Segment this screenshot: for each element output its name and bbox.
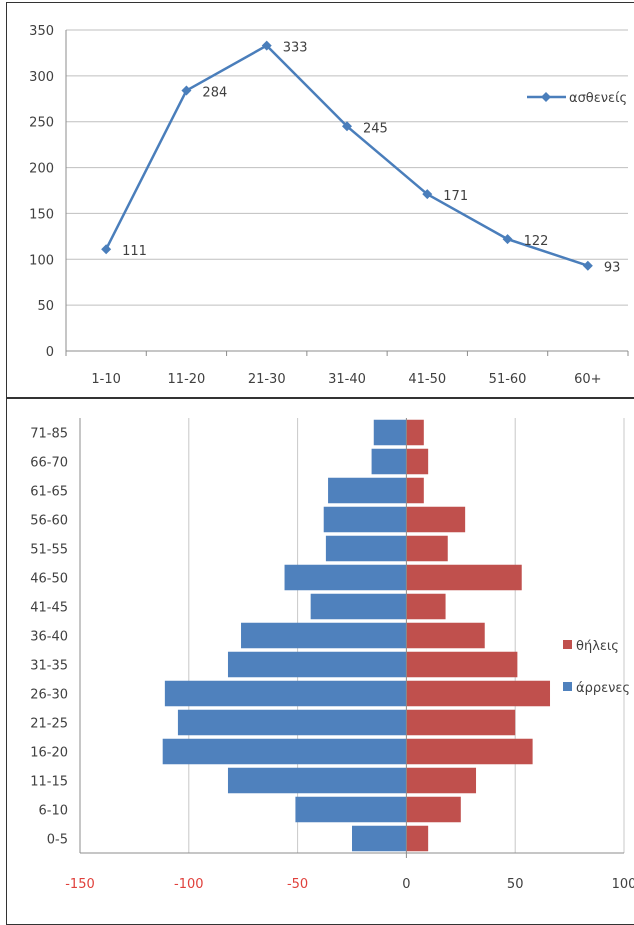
y-tick-label: 26-30	[30, 688, 68, 703]
x-tick-label: 41-50	[408, 372, 446, 387]
y-tick-label: 0	[46, 345, 54, 360]
y-tick-label: 350	[29, 24, 54, 39]
bar	[227, 767, 407, 794]
data-point-marker	[261, 40, 272, 51]
bar	[373, 419, 407, 446]
bar	[406, 419, 424, 446]
data-point-marker	[101, 244, 112, 255]
age-line-chart: 0 50 100 150 200 250 300 350 1-10 11-20 21-30 31-40…	[29, 24, 629, 387]
bar	[406, 564, 522, 591]
y-tick-label: 51-55	[30, 543, 68, 558]
bar	[406, 535, 448, 562]
bar	[406, 709, 516, 736]
x-tick-label: 21-30	[248, 372, 286, 387]
y-tick-label: 66-70	[30, 456, 68, 471]
pyramid-chart-panel: -150 -100 -50 0 50 100 71-85 66-70 61-65 56-60 51-…	[0, 398, 634, 925]
bar	[406, 767, 477, 794]
x-tick-label: 0	[402, 877, 410, 892]
population-pyramid-chart: -150 -100 -50 0 50 100 71-85 66-70 61-65 56-60 51-…	[30, 418, 634, 892]
data-point-marker	[342, 121, 352, 132]
x-tick-label: 60+	[574, 372, 601, 387]
data-point-marker	[422, 189, 433, 200]
x-tick-label: 51-60	[489, 372, 527, 387]
y-tick-label: 56-60	[30, 514, 68, 529]
data-label: 284	[202, 86, 227, 101]
x-tick-label: 100	[612, 877, 634, 892]
bar	[328, 477, 407, 504]
data-point-marker	[582, 260, 593, 271]
bar	[406, 477, 424, 504]
bar	[406, 738, 533, 765]
bar	[406, 506, 466, 533]
legend-label: άρρενες	[576, 681, 630, 696]
bar	[406, 796, 461, 823]
y-tick-label: 61-65	[30, 485, 68, 500]
bar	[406, 448, 429, 475]
y-tick-label: 16-20	[30, 746, 68, 761]
y-tick-label: 6-10	[38, 804, 68, 819]
x-tick-label: 50	[507, 877, 524, 892]
bar	[164, 680, 407, 707]
y-tick-label: 41-45	[30, 601, 68, 616]
y-tick-label: 200	[29, 162, 54, 177]
legend-label: θήλεις	[576, 639, 619, 654]
x-tick-label: 31-40	[328, 372, 366, 387]
line-chart-panel: 0 50 100 150 200 250 300 350 1-10 11-20 21-30 31-40…	[0, 0, 634, 398]
series-line	[105, 44, 589, 267]
y-tick-label: 71-85	[30, 427, 68, 442]
legend-marker	[541, 92, 551, 102]
y-tick-label: 100	[29, 253, 54, 268]
bar	[323, 506, 407, 533]
x-tick-label: 11-20	[168, 372, 206, 387]
bar	[177, 709, 407, 736]
data-label: 111	[122, 244, 147, 259]
x-tick-label: -150	[65, 877, 95, 892]
x-tick-label: -100	[174, 877, 204, 892]
bar	[406, 593, 446, 620]
bar	[406, 651, 518, 678]
bar	[310, 593, 407, 620]
y-tick-label: 150	[29, 207, 54, 222]
data-point-marker	[502, 234, 513, 245]
bar	[352, 825, 407, 852]
bar	[371, 448, 407, 475]
data-label: 333	[283, 41, 308, 56]
legend-swatch	[563, 682, 572, 691]
x-tick-label: 1-10	[91, 372, 121, 387]
data-label: 122	[524, 234, 549, 249]
data-label: 245	[363, 121, 388, 136]
bar	[406, 680, 551, 707]
y-tick-label: 11-15	[30, 775, 68, 790]
legend-label: ασθενείς	[569, 91, 627, 106]
y-tick-label: 50	[37, 299, 54, 314]
bar	[406, 622, 485, 649]
y-tick-label: 250	[29, 116, 54, 131]
legend-swatch	[563, 640, 572, 649]
y-tick-label: 31-35	[30, 659, 68, 674]
bar	[406, 825, 429, 852]
y-tick-label: 0-5	[47, 833, 68, 848]
y-tick-label: 300	[29, 70, 54, 85]
x-tick-label: -50	[287, 877, 308, 892]
bar	[162, 738, 407, 765]
data-point-marker	[181, 85, 192, 96]
bar	[241, 622, 407, 649]
bar	[325, 535, 407, 562]
y-tick-label: 36-40	[30, 630, 68, 645]
data-label: 93	[604, 261, 621, 276]
y-tick-label: 21-25	[30, 717, 68, 732]
y-tick-label: 46-50	[30, 572, 68, 587]
data-label: 171	[443, 189, 468, 204]
bar	[284, 564, 407, 591]
bar	[227, 651, 407, 678]
bar	[295, 796, 407, 823]
